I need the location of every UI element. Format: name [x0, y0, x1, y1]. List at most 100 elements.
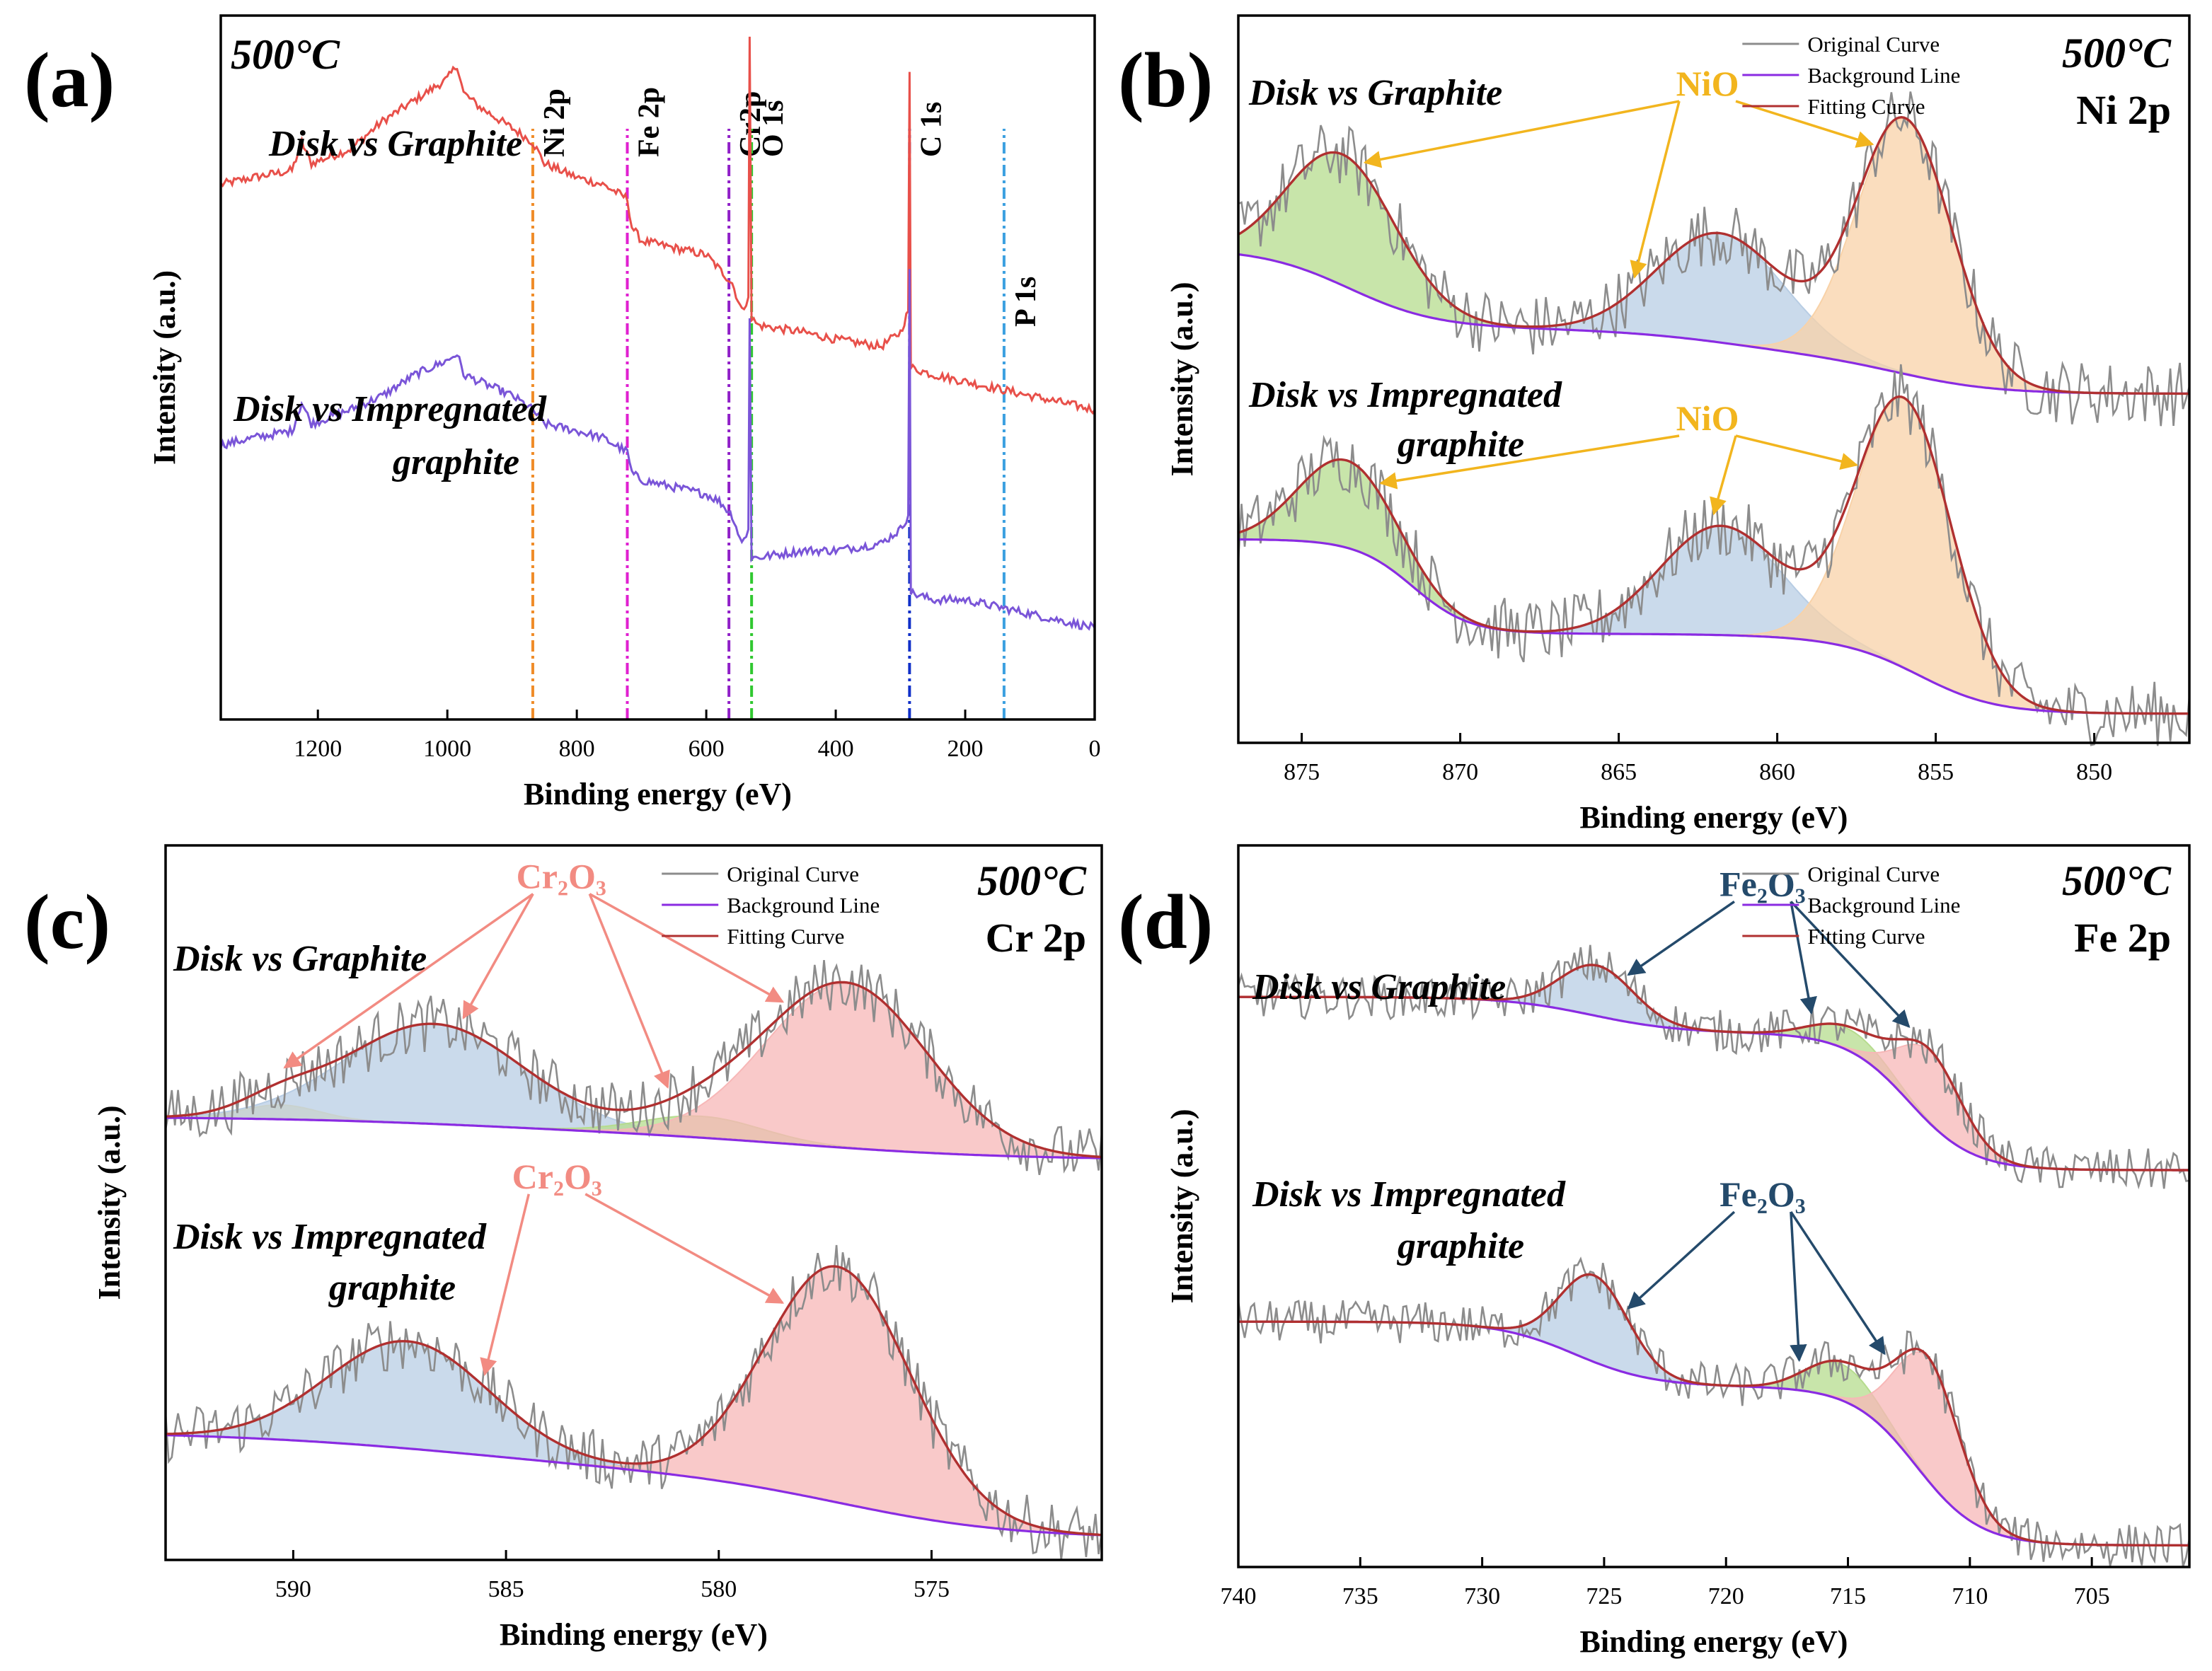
- x-axis-label: Binding energy (eV): [500, 1617, 768, 1652]
- annotation-arrow: [283, 893, 534, 1069]
- legend-entry: Fitting Curve: [1807, 924, 1925, 949]
- panel-c: Cr₂O₃ Cr₂O₃ 590 585 580 575 Binding energy (eV…: [24, 844, 1103, 1652]
- panel-label: (d): [1118, 879, 1213, 965]
- annotation-arrow: [1790, 1211, 1886, 1355]
- legend-entry: Original Curve: [1807, 862, 1940, 886]
- x-tick-label: 855: [1918, 759, 1954, 785]
- plot-frame: [219, 14, 1096, 721]
- annotation-label: NiO: [1676, 64, 1739, 103]
- x-tick-label: 585: [488, 1576, 524, 1602]
- series-label: graphite: [392, 442, 519, 482]
- annotation-arrow: [1790, 901, 1911, 1028]
- background-line: [1238, 538, 2190, 715]
- y-axis-label: Intensity (a.u.): [1165, 282, 1199, 476]
- temperature-label: 500°C: [977, 857, 1087, 904]
- original-curve: [1238, 91, 2191, 427]
- annotation-label: Cr₂O₃: [517, 857, 606, 896]
- y-axis-label: Intensity (a.u.): [1165, 1109, 1199, 1303]
- legend-entry: Background Line: [727, 893, 880, 918]
- original-curve: [1237, 1256, 2191, 1568]
- x-tick-label: 1200: [294, 736, 342, 762]
- fitting-curve: [165, 1265, 1102, 1537]
- x-tick-label: 850: [2076, 759, 2112, 785]
- fitting-curve: [1238, 395, 2190, 715]
- x-tick-label: 725: [1586, 1583, 1622, 1609]
- x-tick-label: 870: [1442, 759, 1478, 785]
- background-line: [1238, 1320, 2189, 1546]
- panel-label: (a): [24, 37, 115, 123]
- peak-component: [1238, 1273, 2189, 1546]
- legend-entry: Background Line: [1807, 63, 1960, 88]
- series-label: Disk vs Impregnated: [1248, 375, 1562, 415]
- temperature-label: 500°C: [2062, 857, 2172, 904]
- annotation-arrow: [1379, 434, 1680, 490]
- x-tick-label: 590: [275, 1576, 311, 1602]
- annotation-arrow: [584, 1193, 785, 1305]
- y-axis-label: Intensity (a.u.): [92, 1105, 127, 1300]
- legend-entry: Fitting Curve: [727, 924, 844, 949]
- plot-frame: [1237, 844, 2191, 1568]
- x-tick-label: 710: [1952, 1583, 1988, 1609]
- annotation-arrow: [1735, 100, 1874, 148]
- annotation-arrow: [1790, 1211, 1807, 1363]
- x-tick-label: 875: [1284, 759, 1320, 785]
- annotation-arrow: [480, 1193, 530, 1376]
- fitting-curve: [1238, 115, 2189, 395]
- panel-label: (c): [24, 879, 110, 965]
- series-label: Disk vs Impregnated: [233, 389, 547, 429]
- fitting-curve: [1238, 1273, 2189, 1547]
- panel-d: Fe₂O₃ Fe₂O₃ 740 735 730 725 720 715 710 705 Bindin…: [1118, 844, 2191, 1659]
- legend-entry: Original Curve: [727, 862, 859, 886]
- annotation-label: Fe₂O₃: [1720, 1174, 1806, 1214]
- fitting-curve: [1238, 964, 2189, 1172]
- plot-frame: [164, 844, 1103, 1561]
- annotation-arrow: [589, 893, 785, 1003]
- temperature-label: 500°C: [231, 31, 340, 78]
- annotation-arrow: [462, 893, 534, 1019]
- orbital-label: Fe 2p: [2074, 915, 2171, 961]
- series-label: graphite: [1397, 1226, 1524, 1266]
- annotation-arrow: [1735, 434, 1858, 470]
- x-tick-label: 705: [2074, 1583, 2110, 1609]
- orbital-label: Cr 2p: [986, 915, 1086, 961]
- annotation-arrow: [1627, 900, 1735, 976]
- annotation-arrow: [1790, 901, 1817, 1015]
- series-label: Disk vs Impregnated: [1252, 1174, 1566, 1215]
- survey-spectrum: [219, 36, 1096, 415]
- legend-entry: Background Line: [1807, 893, 1960, 918]
- x-tick-label: 800: [559, 736, 595, 762]
- x-tick-label: 400: [818, 736, 854, 762]
- peak-label: Fe 2p: [633, 87, 666, 157]
- background-line: [1238, 253, 2189, 395]
- survey-spectrum: [219, 269, 1096, 631]
- annotation-label: NiO: [1676, 398, 1739, 438]
- series-label: graphite: [328, 1268, 456, 1308]
- panel-label: (b): [1118, 37, 1213, 123]
- peak-label: Ni 2p: [538, 88, 571, 157]
- legend-entry: Original Curve: [1807, 32, 1940, 57]
- peak-component: [1238, 1321, 2189, 1546]
- series-label: Disk vs Graphite: [268, 124, 522, 164]
- x-axis-label: Binding energy (eV): [1580, 1624, 1848, 1659]
- annotation-label: Fe₂O₃: [1720, 864, 1806, 903]
- orbital-label: Ni 2p: [2076, 87, 2171, 133]
- annotation-arrow: [1363, 100, 1680, 168]
- x-tick-label: 720: [1708, 1583, 1744, 1609]
- x-tick-label: 730: [1464, 1583, 1500, 1609]
- annotation-arrow: [1627, 1210, 1736, 1309]
- series-label: Disk vs Impregnated: [173, 1217, 487, 1257]
- temperature-label: 500°C: [2062, 30, 2172, 76]
- x-tick-label: 860: [1759, 759, 1795, 785]
- x-tick-label: 865: [1601, 759, 1637, 785]
- peak-label: C 1s: [915, 102, 947, 157]
- x-tick-label: 580: [701, 1576, 737, 1602]
- peak-label: P 1s: [1010, 277, 1042, 327]
- x-axis-label: Binding energy (eV): [1580, 800, 1848, 835]
- annotation-arrow: [588, 893, 670, 1089]
- x-tick-label: 735: [1342, 1583, 1378, 1609]
- series-label: Disk vs Graphite: [1248, 73, 1502, 113]
- series-label: graphite: [1397, 424, 1524, 465]
- peak-component: [1238, 1321, 2189, 1546]
